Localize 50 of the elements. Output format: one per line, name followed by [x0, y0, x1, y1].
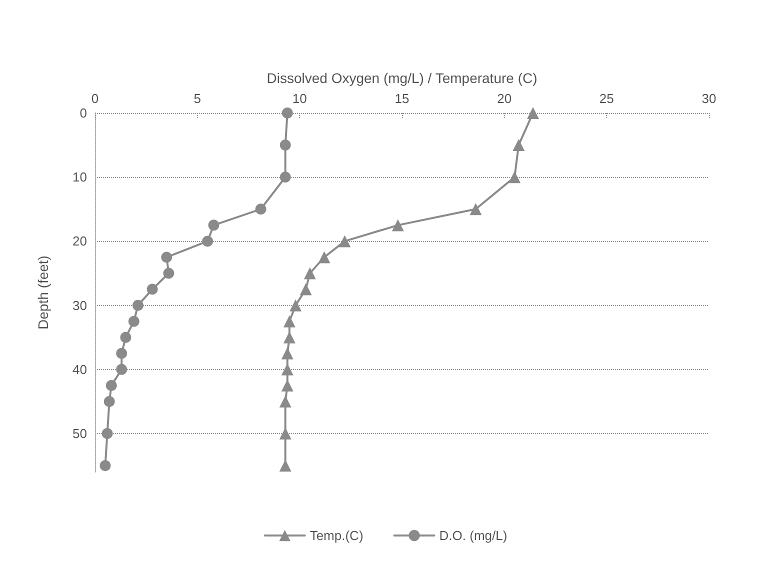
x-tick-label: 20: [497, 91, 512, 106]
point: [338, 235, 351, 248]
point: [116, 348, 128, 359]
y-tick-label: 10: [72, 170, 87, 185]
point: [106, 380, 117, 391]
x-tick-label: 30: [702, 91, 716, 106]
x-tick-label: 15: [394, 91, 410, 106]
x-tick-label: 0: [91, 91, 99, 106]
point: [280, 140, 291, 151]
y-axis-title: Depth (feet): [35, 256, 51, 330]
point: [116, 364, 128, 375]
point: [526, 107, 539, 119]
y-tick-label: 40: [72, 362, 87, 377]
point: [318, 251, 330, 264]
legend-label: D.O. (mg/L): [439, 528, 508, 543]
point: [132, 300, 144, 311]
point: [282, 108, 293, 118]
y-tick-label: 30: [72, 298, 87, 313]
point: [279, 395, 292, 408]
point: [300, 283, 312, 296]
point: [279, 460, 292, 472]
point: [100, 460, 111, 472]
point: [202, 236, 214, 247]
point: [470, 203, 482, 216]
x-tick-label: 25: [599, 91, 614, 106]
point: [104, 396, 115, 407]
point: [281, 347, 294, 360]
y-tick-label: 0: [80, 106, 87, 120]
y-tick-label: 50: [72, 426, 87, 442]
point: [163, 268, 174, 279]
x-axis-title: Dissolved Oxygen (mg/L) / Temperature (C): [266, 70, 538, 86]
point: [102, 428, 113, 440]
point: [128, 316, 140, 327]
point: [304, 267, 316, 280]
point: [255, 204, 266, 215]
point: [508, 171, 521, 184]
point: [208, 220, 220, 231]
point: [120, 332, 132, 343]
point: [279, 428, 292, 440]
point: [392, 219, 404, 232]
point: [290, 299, 302, 312]
legend-label: Temp.(C): [310, 528, 364, 543]
x-tick-label: 5: [194, 91, 201, 106]
y-tick-label: 20: [72, 234, 87, 249]
point: [146, 284, 158, 295]
point: [280, 172, 291, 183]
point: [512, 139, 525, 152]
x-tick-label: 10: [292, 91, 307, 106]
point: [283, 315, 296, 328]
point: [161, 252, 172, 263]
